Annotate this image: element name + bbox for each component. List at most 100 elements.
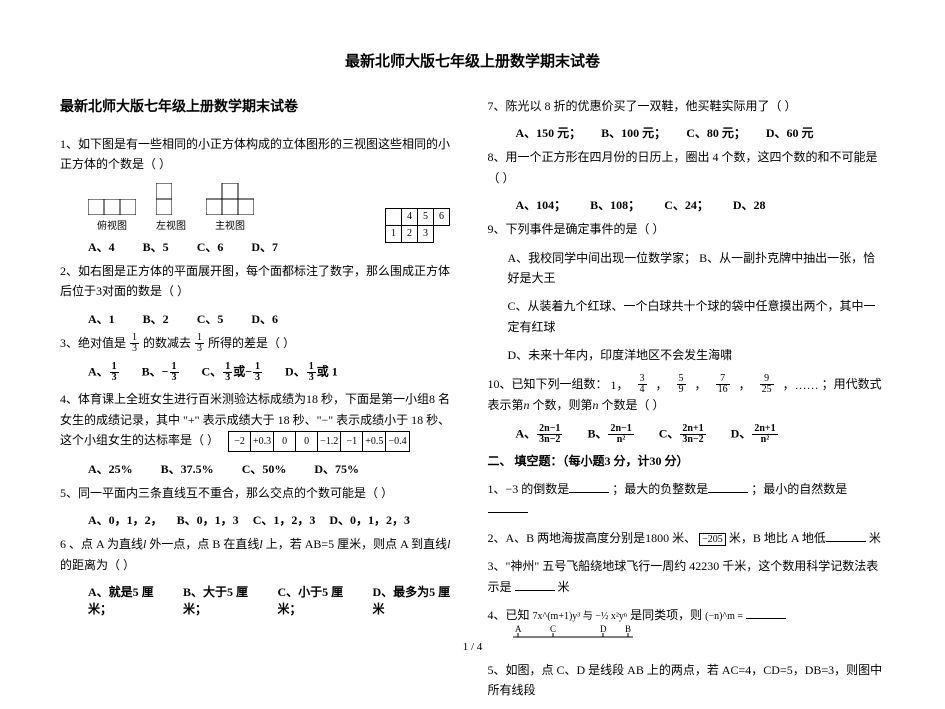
f4-expr1: 7x^(m+1)y³ 与 −½ x²yⁿ [533,611,628,622]
fill-1: 1、−3 的倒数是 ；最大的负整数是 ；最小的自然数是 [488,479,886,520]
q2-opt-a: A、1 [88,310,115,327]
q7-opt-a: A、150 元； [516,124,582,141]
sequence: 1，34， 59， 716， 925，…… [611,374,819,395]
f4-expr2: (−n)^m = [705,611,743,622]
view-left: 左视图 [156,183,186,232]
svg-text:C: C [550,625,556,634]
q1-opt-c: C、6 [197,238,224,255]
f4b: 是同类项，则 [630,608,702,622]
fill-5: 5、如图，点 C、D 是线段 AB 上的两点，若 AC=4，CD=5，DB=3，… [488,660,886,701]
blank [708,481,748,493]
f2b: 米，B 地比 A 地低 [729,531,826,545]
q6-b: 外一点，点 B 在直线 [149,537,259,551]
q8-opt-a: A、104； [516,196,567,213]
q9-opt-c: C、从装着九个红球、一个白球共十个球的袋中任意摸出两个，其中一定有红球 [488,296,886,337]
q8-options: A、104； B、108； C、24； D、28 [488,196,886,213]
page-title: 最新北师大版七年级上册数学期末试卷 [60,50,885,71]
blank [515,579,555,591]
q10-opt-b: B、2n−1n² [587,424,634,445]
question-9: 9、下列事件是确定事件的是（ ） [488,219,886,239]
q4-opt-a: A、25% [88,460,133,477]
question-5: 5、同一平面内三条直线互不重合，那么交点的个数可能是（ ） [60,483,458,503]
q10-c: 个数，则第 [533,398,593,412]
question-8: 8、用一个正方形在四月份的日历上，圈出 4 个数，这四个数的和不可能是（ ） [488,147,886,188]
right-column: 7、陈光以 8 折的优惠价买了一双鞋，他买鞋实际用了（ ） A、150 元； B… [488,96,886,709]
q4-opt-b: B、37.5% [161,460,214,477]
q3-opt-a: A、13 [88,362,120,383]
q4-opt-c: C、50% [242,460,287,477]
q3-opt-c: C、13或−13 [202,362,264,383]
question-7: 7、陈光以 8 折的优惠价买了一双鞋，他买鞋实际用了（ ） [488,96,886,116]
svg-text:B: B [625,625,631,634]
q10-opt-d: D、2n+1n² [731,424,779,445]
q5-opt-c: C、1，2，3 [253,511,316,528]
q10-d: 个数是（ ） [602,398,665,412]
f1a: 1、−3 的倒数是 [488,482,570,496]
f1b: ；最大的负整数是 [612,482,708,496]
fill-3: 3、"神州" 五号飞船绕地球飞行一周约 42230 千米，这个数用科学记数法表示… [488,556,886,597]
left-column: 最新北师大版七年级上册数学期末试卷 1、如下图是有一些相同的小正方体构成的立体图… [60,96,458,709]
f2a: 2、A、B 两地海拔高度分别是1800 米、 [488,531,697,545]
view-front: 主视图 [206,183,254,232]
q5-opt-b: B、0，1，3 [177,511,239,528]
view-front-label: 主视图 [215,221,245,232]
frac-1-3b: 13 [195,333,204,354]
q7-options: A、150 元； B、100 元； C、80 元； D、60 元 [488,124,886,141]
q7-opt-d: D、60 元 [766,124,814,141]
q4-opt-d: D、75% [314,460,359,477]
f4a: 4、已知 [488,608,530,622]
subtitle: 最新北师大版七年级上册数学期末试卷 [60,96,458,116]
q3-part-b: 的数减去 [143,336,191,350]
blank [826,530,866,542]
q10-opt-a: A、2n−13n−2 [516,424,564,445]
q5-options: A、0，1，2， B、0，1，3 C、1，2，3 D、0，1，2，3 [60,511,458,528]
q1-opt-d: D、7 [251,238,278,255]
q8-opt-d: D、28 [733,196,766,213]
svg-text:D: D [600,625,607,634]
q5-opt-a: A、0，1，2， [88,511,163,528]
q3-options: A、13 B、−13 C、13或−13 D、13或 1 [60,362,458,383]
q2-opt-b: B、2 [143,310,169,327]
view-left-label: 左视图 [156,221,186,232]
q6-opt-b: B、大于5 厘米； [183,583,267,617]
q10-opt-c: C、2n+13n−2 [659,424,707,445]
view-top-label: 俯视图 [97,221,127,232]
q1-opt-b: B、5 [143,238,169,255]
question-4: 4、体育课上全班女生进行百米测验达标成绩为18 秒，下面是第一小组8 名女生的成… [60,389,458,452]
content-columns: 最新北师大版七年级上册数学期末试卷 1、如下图是有一些相同的小正方体构成的立体图… [60,96,885,709]
q9a-text: A、我校同学中间出现一位数学家； [508,251,697,265]
score-table: −2+0.300 −1.2−1+0.5−0.4 [228,431,410,452]
view-top: 俯视图 [88,199,136,232]
q3-part-c: 所得的差是（ ） [208,336,295,350]
question-10: 10、已知下列一组数： 1，34， 59， 716， 925，…… ；用代数式表… [488,374,886,416]
question-1: 1、如下图是有一些相同的小正方体构成的立体图形的三视图这些相同的小正方体的个数是… [60,134,458,175]
q6-opt-c: C、小于5 厘米； [277,583,362,617]
q6-opt-d: D、最多为5 厘米 [372,583,457,617]
question-3: 3、绝对值是 13 的数减去 13 所得的差是（ ） [60,333,458,355]
section-2-header: 二、 填空题：（每小题3 分，计30 分） [488,451,886,471]
fill-2: 2、A、B 两地海拔高度分别是1800 米、 −205 米，B 地比 A 地低 … [488,528,886,548]
q3-part-a: 3、绝对值是 [60,336,126,350]
f3b: 米 [558,580,570,594]
q6-a: 6 、点 A 为直线 [60,537,143,551]
question-6: 6 、点 A 为直线l 外一点，点 B 在直线l 上，若 AB=5 厘米，则点 … [60,534,458,575]
cube-net: 456123 [385,208,450,243]
q2-opt-c: C、5 [197,310,224,327]
blank [488,501,528,513]
blank [569,481,609,493]
page-footer: 1 / 4 [0,641,945,653]
question-2: 2、如右图是正方体的平面展开图，每个面都标注了数字，那么围成正方体后位于3对面的… [60,261,458,302]
q2-options: A、1 B、2 C、5 D、6 [60,310,458,327]
q7-opt-b: B、100 元； [601,124,666,141]
q9-opt-d: D、未来十年内，印度洋地区不会发生海啸 [488,345,886,365]
q6-opt-a: A、就是5 厘米； [88,583,173,617]
frac-1-3: 13 [130,333,139,354]
q3-opt-b: B、−13 [142,362,180,383]
blank [746,607,786,619]
q8-opt-b: B、108； [590,196,640,213]
q3-opt-d: D、13或 1 [285,362,338,383]
f1c: ；最小的自然数是 [751,482,847,496]
q4-options: A、25% B、37.5% C、50% D、75% [60,460,458,477]
q5-opt-d: D、0，1，2，3 [329,511,410,528]
q6-c: 上，若 AB=5 厘米，则点 A 到直线 [266,537,447,551]
